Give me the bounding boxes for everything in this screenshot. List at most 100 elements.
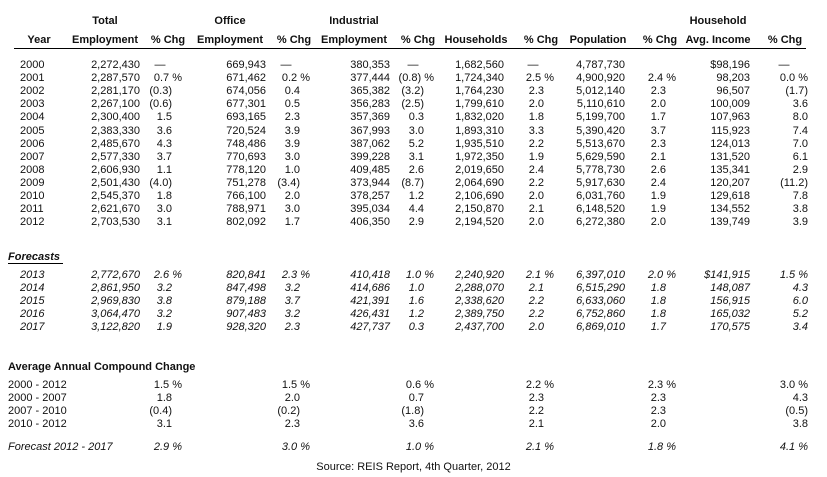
table-cell: 1,832,020: [455, 111, 504, 124]
table-cell: 2,703,530: [91, 216, 140, 229]
row-year: 2009: [20, 176, 45, 189]
table-cell: 395,034: [350, 203, 390, 216]
table-cell: (0.5): [785, 405, 808, 418]
table-cell: 3.9: [284, 137, 300, 150]
table-cell: 1,935,510: [455, 137, 504, 150]
table-cell: 4.3: [792, 282, 808, 295]
table-cell: 6,397,010: [576, 269, 625, 281]
table-cell: 1.5: [156, 111, 172, 124]
forecasts-underline: [8, 263, 63, 264]
row-year: 2010: [20, 190, 45, 202]
table-cell: 2.3: [284, 321, 300, 334]
table-cell: 0.2 %: [281, 72, 310, 85]
table-cell: 2.3: [528, 392, 544, 405]
table-cell: 421,391: [350, 295, 390, 308]
table-cell: 1.8: [650, 295, 666, 308]
table-cell: 1.2: [408, 190, 424, 202]
table-cell: 5,917,630: [576, 176, 625, 189]
table-cell: 0.3: [408, 321, 424, 334]
table-cell: —: [778, 59, 790, 71]
table-cell: 1.0 %: [405, 269, 434, 281]
table-cell: 2.3: [650, 137, 666, 150]
table-cell: 5,199,700: [576, 111, 625, 124]
period-label: 2000 - 2012: [8, 379, 67, 391]
table-cell: 2,969,830: [91, 295, 140, 308]
table-cell: 820,841: [226, 269, 266, 281]
table-cell: 2,281,170: [91, 85, 140, 98]
table-cell: 426,431: [350, 308, 390, 321]
table-cell: 778,120: [226, 163, 266, 176]
period-label: Forecast 2012 - 2017: [8, 441, 113, 453]
table-cell: 3.8: [156, 295, 172, 308]
table-cell: 0.6 %: [405, 379, 434, 391]
table-cell: 2,383,330: [91, 124, 140, 137]
table-cell: 6,869,010: [576, 321, 625, 334]
table-cell: 2,485,670: [91, 137, 140, 150]
table-cell: (1.7): [785, 85, 808, 98]
table-cell: 2.0 %: [647, 269, 676, 281]
table-cell: 2.4 %: [647, 72, 676, 85]
table-cell: 139,749: [710, 216, 750, 229]
period-label: 2000 - 2007: [8, 392, 67, 405]
row-year: 2005: [20, 124, 45, 137]
table-cell: 0.5: [284, 98, 300, 111]
table-cell: 1.0 %: [405, 441, 434, 453]
table-cell: 1,724,340: [455, 72, 504, 85]
table-cell: 1.9: [650, 203, 666, 216]
table-cell: 2.0: [650, 98, 666, 111]
column-header: Households: [444, 34, 508, 46]
table-cell: 671,462: [226, 72, 266, 85]
table-cell: (4.0): [149, 176, 172, 189]
table-cell: 5,629,590: [576, 150, 625, 163]
table-cell: 2,019,650: [455, 163, 504, 176]
table-cell: 2.0: [528, 190, 544, 202]
row-year: 2006: [20, 137, 45, 150]
table-cell: 2,338,620: [455, 295, 504, 308]
table-cell: (2.5): [401, 98, 424, 111]
table-cell: 2.5 %: [525, 72, 554, 85]
table-cell: 5,012,140: [576, 85, 625, 98]
table-cell: 427,737: [350, 321, 390, 334]
table-cell: 367,993: [350, 124, 390, 137]
table-cell: 1.0: [284, 163, 300, 176]
table-cell: 1.7: [650, 111, 666, 124]
table-cell: (0.4): [149, 405, 172, 418]
table-cell: 3.9: [792, 216, 808, 229]
table-cell: 4,900,920: [576, 72, 625, 85]
table-cell: 2,288,070: [455, 282, 504, 295]
table-cell: 2,577,330: [91, 150, 140, 163]
table-cell: 406,350: [350, 216, 390, 229]
table-cell: 1.6: [408, 295, 424, 308]
table-cell: 2.3 %: [647, 379, 676, 391]
table-cell: 2.9: [408, 216, 424, 229]
column-header: Employment: [196, 34, 263, 46]
table-cell: 2,064,690: [455, 176, 504, 189]
table-cell: 766,100: [226, 190, 266, 202]
table-cell: 2.4: [650, 176, 666, 189]
table-cell: 674,056: [226, 85, 266, 98]
table-cell: 134,552: [710, 203, 750, 216]
header-underline: [14, 48, 806, 49]
table-cell: 2.3: [650, 85, 666, 98]
table-cell: —: [280, 59, 292, 71]
table-cell: (8.7): [401, 176, 424, 189]
table-cell: 2.3: [284, 111, 300, 124]
table-cell: 3.2: [284, 308, 300, 321]
table-cell: 3.7: [156, 150, 172, 163]
table-cell: 2,861,950: [91, 282, 140, 295]
table-cell: (0.8) %: [398, 72, 434, 85]
table-cell: 2.3: [650, 405, 666, 418]
table-cell: 0.7: [408, 392, 424, 405]
table-cell: 6,752,860: [576, 308, 625, 321]
table-cell: 2.9: [792, 163, 808, 176]
table-cell: 380,353: [350, 59, 390, 71]
table-cell: 2,240,920: [455, 269, 504, 281]
table-cell: 2.2 %: [525, 379, 554, 391]
table-cell: $141,915: [704, 269, 750, 281]
row-year: 2013: [20, 269, 45, 281]
table-cell: 409,485: [350, 163, 390, 176]
table-cell: 2.6: [408, 163, 424, 176]
table-cell: 356,283: [350, 98, 390, 111]
table-cell: $98,196: [710, 59, 750, 71]
table-cell: 0.0 %: [779, 72, 808, 85]
